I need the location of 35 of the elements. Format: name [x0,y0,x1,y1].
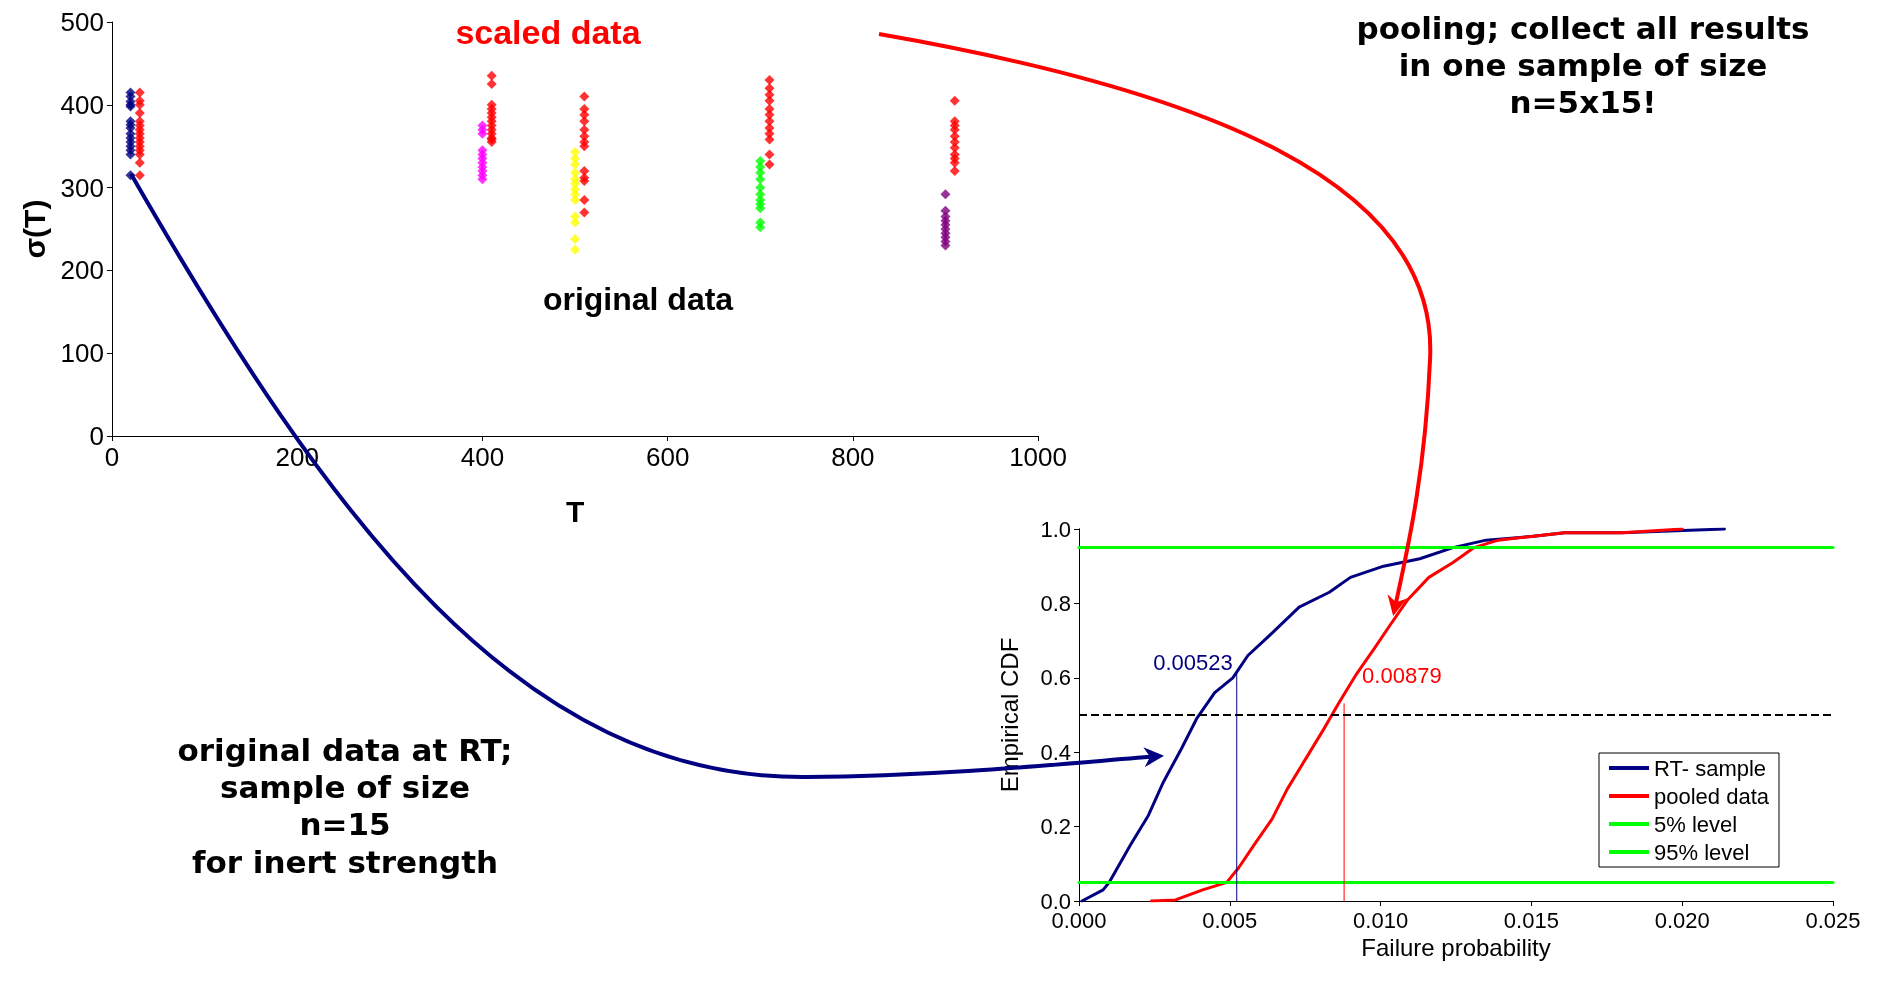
legend-label: 5% level [1654,811,1738,837]
x-axis-title: T [565,494,585,528]
x-tick-label: 0.025 [1805,907,1861,933]
y-tick-label: 300 [60,172,104,203]
y-tick-label: 0.2 [1040,814,1071,840]
x-tick-label: 0.010 [1353,907,1409,933]
x-tick-label: 400 [460,442,505,472]
legend-label: 95% level [1654,839,1750,865]
x-tick-label: 1000 [1009,442,1067,472]
y-tick-label: 100 [60,338,104,369]
y-tick-label: 1.0 [1040,516,1071,542]
y-tick-label: 0 [89,421,104,451]
x-tick-label: 0.020 [1654,907,1710,933]
x-axis-title: Failure probability [1361,934,1551,962]
x-tick-label: 600 [645,442,690,472]
y-tick-label: 0.4 [1040,739,1071,765]
y-tick-label: 200 [60,255,104,286]
y-tick-label: 0.8 [1040,590,1071,616]
annotation: scaled data [455,12,641,53]
x-tick-label: 0.015 [1503,907,1559,933]
y-tick-label: 500 [60,7,104,37]
y-tick-label: 400 [60,89,104,120]
x-tick-label: 800 [831,442,875,472]
text: pooling; collect all results in one sample of size n=5x15! [1356,10,1810,122]
x-tick-label: 0.005 [1202,907,1258,933]
y-axis-title: σ(T) [18,199,52,259]
legend-label: RT- sample [1654,755,1767,781]
annotation: original data [542,280,734,319]
annotation: 0.00879 [1362,663,1442,689]
y-tick-label: 0.0 [1040,888,1071,914]
legend-label: pooled data [1654,783,1770,809]
y-tick-label: 0.6 [1040,665,1071,691]
text: original data at RT; sample of size n=15 for inert strength [177,732,513,881]
y-axis-title: Empirical CDF [995,637,1023,793]
annotation: 0.00523 [1153,649,1233,675]
